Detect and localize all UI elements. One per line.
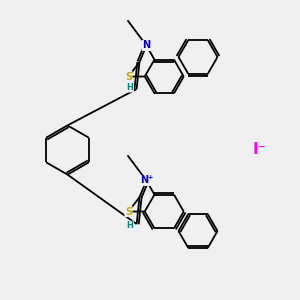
Text: H: H [127, 221, 134, 230]
Text: N⁺: N⁺ [140, 176, 153, 185]
Text: N: N [142, 40, 151, 50]
Text: H: H [127, 83, 134, 92]
Text: I⁻: I⁻ [253, 142, 266, 158]
Text: S: S [125, 207, 132, 217]
Text: S: S [125, 72, 132, 82]
